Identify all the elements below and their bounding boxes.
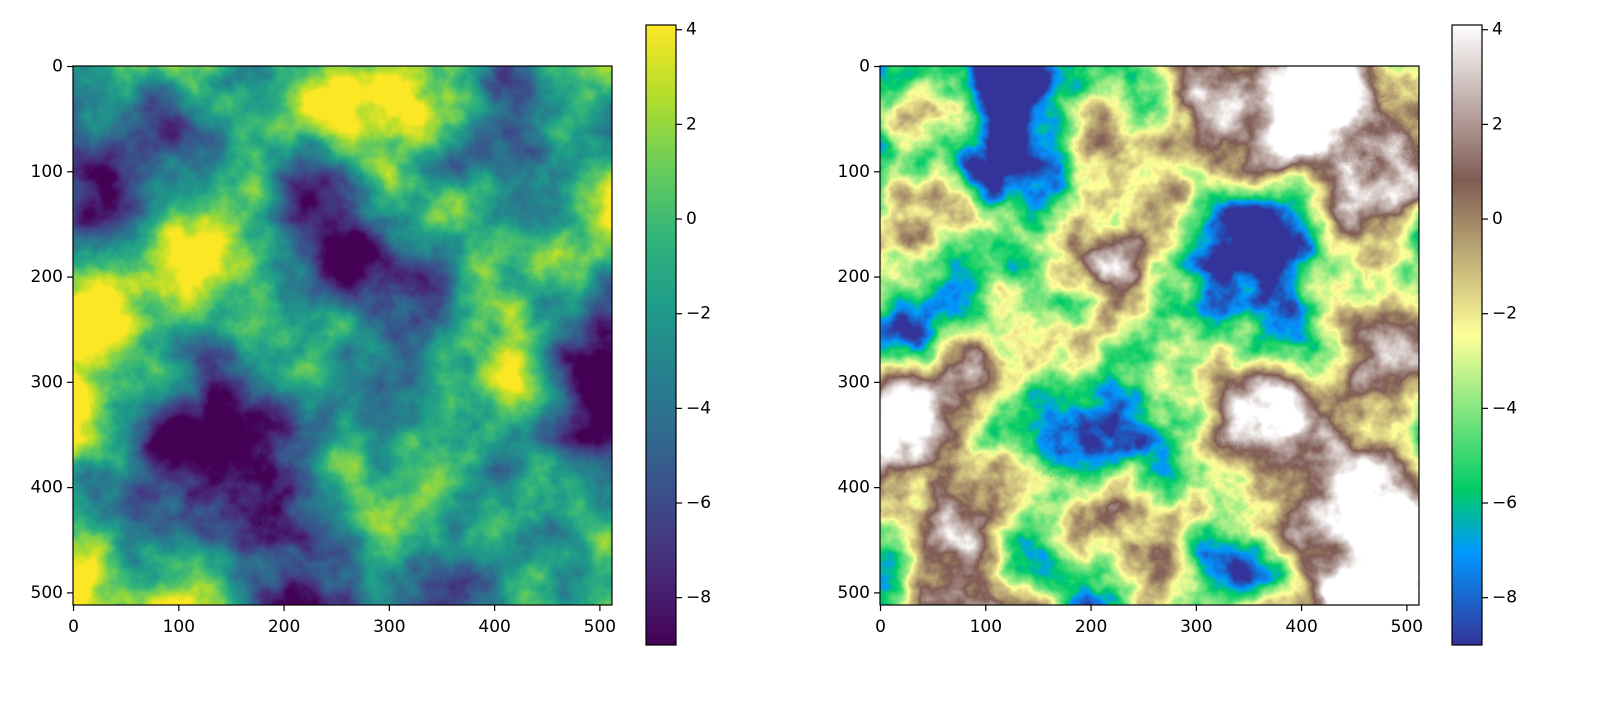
x-tick-label: 300 [373,617,405,637]
y-tick-label: 0 [859,57,870,77]
y-tick-label: 200 [838,267,870,287]
colorbar-tick-label: −6 [686,493,711,513]
colorbar-tick-label: 0 [686,209,697,229]
y-tick-label: 500 [31,583,63,603]
colorbar [645,24,677,646]
colorbar-tick-label: −2 [1492,304,1517,324]
x-tick-label: 200 [268,617,300,637]
y-tick-label: 300 [31,372,63,392]
colorbar-tick-label: 4 [686,20,697,40]
y-tick-label: 400 [31,478,63,498]
x-tick-label: 500 [1391,617,1423,637]
x-tick-label: 0 [875,617,886,637]
y-tick-label: 200 [31,267,63,287]
heatmap-image [880,66,1419,605]
x-tick-label: 200 [1075,617,1107,637]
y-tick-label: 100 [838,162,870,182]
colorbar-tick-label: 2 [1492,114,1503,134]
heatmap-image [73,66,612,605]
colorbar-tick-label: 4 [1492,20,1503,40]
colorbar-tick-label: −8 [1492,588,1517,608]
y-tick-label: 0 [52,57,63,77]
colorbar-tick-label: −2 [686,304,711,324]
colorbar-tick-label: 0 [1492,209,1503,229]
axes-frame [879,65,1420,606]
colorbar [1451,24,1483,646]
x-tick-label: 400 [478,617,510,637]
x-tick-label: 500 [584,617,616,637]
axes-frame [72,65,613,606]
colorbar-tick-label: 2 [686,114,697,134]
y-tick-label: 300 [838,372,870,392]
colorbar-tick-label: −8 [686,588,711,608]
colorbar-tick-label: −6 [1492,493,1517,513]
y-tick-label: 100 [31,162,63,182]
colorbar-tick-label: −4 [1492,398,1517,418]
x-tick-label: 100 [163,617,195,637]
x-tick-label: 400 [1285,617,1317,637]
y-tick-label: 500 [838,583,870,603]
colorbar-tick-label: −4 [686,398,711,418]
y-tick-label: 400 [838,478,870,498]
x-tick-label: 300 [1180,617,1212,637]
x-tick-label: 100 [970,617,1002,637]
x-tick-label: 0 [68,617,79,637]
